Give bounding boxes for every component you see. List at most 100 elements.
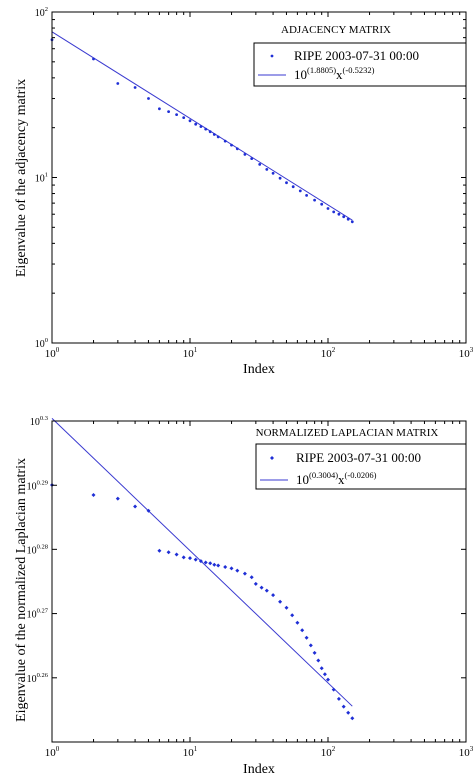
adjacency-data-point	[346, 217, 350, 221]
adjacency-data-point	[167, 110, 171, 113]
adjacency-legend-marker	[270, 54, 274, 58]
laplacian-x-tick-label: 101	[183, 745, 198, 759]
laplacian-data-point	[253, 581, 258, 586]
laplacian-y-tick-label: 100.26	[27, 672, 49, 685]
adjacency-data-point	[188, 119, 192, 123]
adjacency-fit-exp: (1.8805)	[307, 65, 336, 75]
laplacian-data-point	[235, 568, 240, 573]
laplacian-data-point	[203, 560, 208, 565]
adjacency-data-point	[92, 57, 95, 61]
laplacian-data-point	[304, 635, 309, 640]
laplacian-data-point	[188, 556, 192, 561]
adjacency-data-point	[147, 97, 150, 100]
laplacian-y-axis-label: Eigenvalue of the normalized Laplacian m…	[14, 458, 29, 722]
laplacian-data-point	[146, 508, 151, 513]
adjacency-chart-title: ADJACENCY MATRIX	[281, 24, 391, 36]
laplacian-axes-frame	[51, 420, 467, 743]
adjacency-x-tick-label: 102	[321, 346, 336, 360]
laplacian-x-tick-label: 103	[459, 745, 474, 759]
adjacency-data-point	[199, 125, 203, 128]
adjacency-data-point	[271, 171, 275, 175]
laplacian-data-point	[115, 496, 120, 501]
adjacency-data-point	[116, 82, 120, 85]
laplacian-data-point	[193, 557, 198, 562]
adjacency-data-point	[278, 176, 282, 180]
adjacency-legend-box	[253, 42, 467, 87]
laplacian-data-point	[264, 588, 269, 593]
adjacency-data-point	[320, 202, 324, 206]
laplacian-data-point	[133, 504, 138, 509]
laplacian-data-point	[174, 552, 179, 557]
adjacency-data-point	[133, 86, 137, 89]
adjacency-data-point	[223, 139, 227, 143]
adjacency-data-point	[332, 210, 336, 214]
laplacian-legend-box	[255, 443, 467, 490]
laplacian-legend-series-label: RIPE 2003-07-31 00:00	[296, 450, 421, 465]
adjacency-fit-var: x	[336, 67, 343, 82]
adjacency-data-point	[208, 130, 212, 134]
laplacian-data-point	[331, 687, 336, 692]
laplacian-data-point	[157, 548, 162, 553]
adjacency-x-axis-label: Index	[243, 362, 275, 377]
adjacency-data-point	[194, 122, 198, 126]
adjacency-data-point	[326, 207, 330, 210]
laplacian-data-point	[212, 562, 217, 567]
laplacian-data-point	[181, 555, 186, 560]
laplacian-data-point	[316, 658, 321, 663]
adjacency-data-point	[298, 189, 302, 193]
laplacian-y-tick-label: 100.3	[30, 415, 48, 428]
adjacency-y-tick-label: 100	[35, 337, 48, 350]
laplacian-x-axis-label: Index	[243, 762, 275, 777]
adjacency-legend-fit-label: 10(1.8805)x(-0.5232)	[294, 65, 375, 82]
adjacency-plot-area	[50, 31, 354, 224]
laplacian-y-tick-label: 100.27	[27, 608, 49, 621]
laplacian-data-point	[346, 710, 351, 715]
laplacian-fit-var-exp: (-0.0206)	[345, 470, 377, 480]
adjacency-data-point	[305, 194, 308, 197]
laplacian-chart: 100 101 102 103 100.26 100.27 100.28 100.29 100.…	[14, 415, 474, 777]
adjacency-x-tick-label: 100	[45, 346, 60, 360]
laplacian-x-tick-label: 102	[321, 745, 336, 759]
laplacian-data-point	[223, 565, 228, 569]
laplacian-data-point	[198, 559, 203, 564]
adjacency-fit-var-exp: (-0.5232)	[343, 65, 375, 75]
laplacian-legend-marker	[270, 456, 274, 460]
laplacian-data-point	[322, 672, 327, 677]
adjacency-data-point	[258, 163, 262, 166]
laplacian-fit-var: x	[338, 472, 345, 487]
laplacian-data-point	[259, 585, 264, 590]
adjacency-data-point	[350, 220, 354, 224]
adjacency-data-point	[235, 147, 239, 151]
adjacency-data-point	[230, 143, 233, 147]
laplacian-data-point	[249, 575, 254, 580]
laplacian-fit-line	[51, 418, 353, 707]
adjacency-data-point	[250, 157, 254, 161]
adjacency-x-tick-label: 103	[459, 346, 474, 360]
adjacency-data-point	[337, 212, 341, 216]
laplacian-data-point	[290, 613, 295, 618]
laplacian-data-point	[312, 650, 317, 655]
laplacian-data-point	[278, 599, 283, 604]
adjacency-data-point	[265, 168, 269, 171]
adjacency-chart: 100 101 102 103 100 101 102 ADJACENCY MATRIX R…	[14, 6, 474, 377]
adjacency-y-axis-label: Eigenvalue of the adjacency matrix	[14, 79, 29, 277]
adjacency-legend-series-label: RIPE 2003-07-31 00:00	[294, 48, 419, 63]
laplacian-y-tick-label: 100.28	[27, 543, 48, 556]
laplacian-data-point	[271, 593, 276, 598]
adjacency-data-point	[182, 116, 186, 119]
adjacency-y-tick-label: 101	[35, 172, 48, 185]
laplacian-data-point	[308, 643, 313, 648]
laplacian-legend: RIPE 2003-07-31 00:00 10(0.3004)x(-0.020…	[255, 443, 467, 490]
laplacian-data-point	[284, 605, 289, 610]
laplacian-data-point	[319, 666, 324, 671]
laplacian-data-point	[300, 628, 305, 633]
laplacian-data-point	[336, 696, 341, 701]
adjacency-fit-base: 10	[294, 67, 307, 82]
adjacency-data-point	[158, 107, 161, 111]
adjacency-data-point	[285, 181, 288, 185]
laplacian-data-point	[208, 561, 213, 566]
adjacency-ticks: 100 101 102 103 100 101 102	[35, 6, 474, 360]
laplacian-data-point	[341, 704, 346, 709]
adjacency-data-point	[342, 215, 346, 219]
